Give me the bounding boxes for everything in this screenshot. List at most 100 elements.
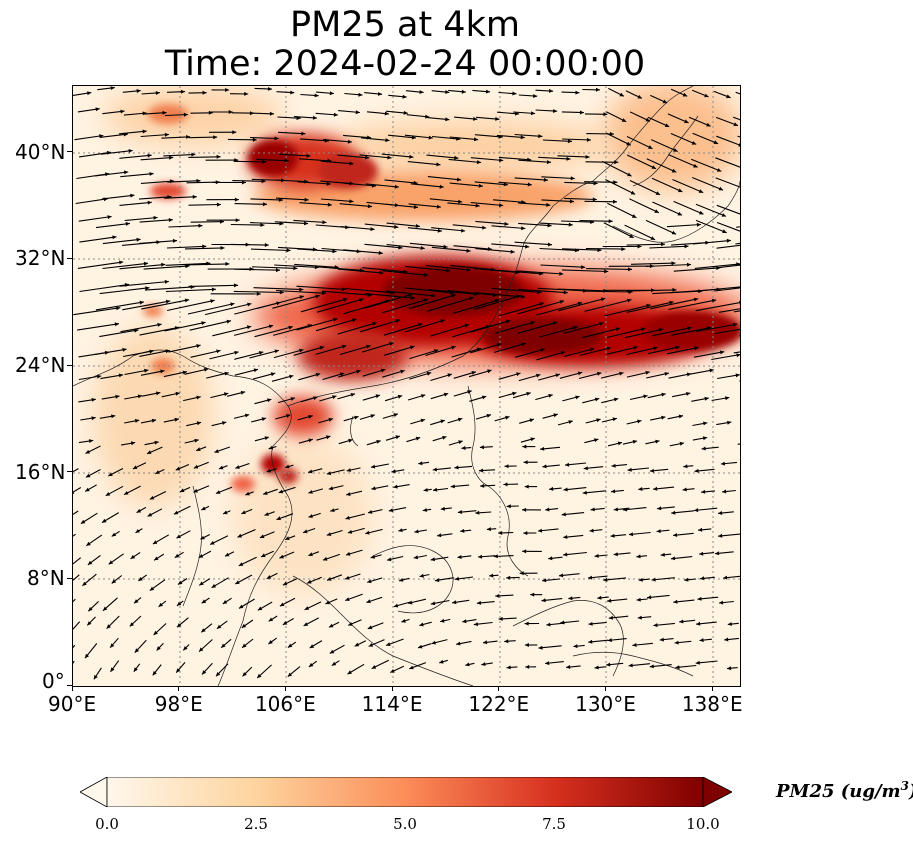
wind-arrow-head xyxy=(419,90,424,94)
wind-arrow-head xyxy=(464,323,469,328)
wind-arrow-head xyxy=(97,374,102,379)
wind-arrow-shaft xyxy=(343,134,372,139)
wind-arrow-head xyxy=(138,577,143,581)
wind-arrow-shaft xyxy=(491,287,542,293)
wind-arrow-shaft xyxy=(491,225,526,230)
wind-arrow-head xyxy=(700,576,705,581)
wind-arrow-shaft xyxy=(670,132,697,145)
wind-arrow-shaft xyxy=(666,223,701,228)
wind-arrow-head xyxy=(445,90,450,94)
wind-arrow-head xyxy=(682,92,688,97)
wind-arrow-shaft xyxy=(230,223,265,226)
wind-arrow-head xyxy=(506,504,511,509)
wind-arrow-shaft xyxy=(671,326,712,336)
wind-arrow-head xyxy=(673,599,678,604)
wind-arrow-head xyxy=(264,436,269,441)
wind-arrow-head xyxy=(393,484,398,489)
wind-arrow-head xyxy=(461,446,466,450)
wind-arrow-shaft xyxy=(383,323,423,336)
wind-arrow-head xyxy=(151,418,157,423)
wind-arrow-head xyxy=(332,395,337,400)
wind-arrow-head xyxy=(389,341,394,346)
wind-arrow-shaft xyxy=(190,221,225,223)
wind-arrow-head xyxy=(326,181,331,186)
wind-arrow-shaft xyxy=(385,203,419,208)
wind-arrow-head xyxy=(504,464,509,469)
wind-arrow-head xyxy=(516,372,521,377)
wind-arrow-head xyxy=(739,300,740,305)
wind-arrow-shaft xyxy=(448,158,482,164)
wind-arrow-head xyxy=(589,528,594,533)
wind-arrow-head xyxy=(481,395,487,400)
wind-arrow-head xyxy=(687,326,692,331)
wind-arrow-head xyxy=(530,321,535,325)
wind-arrow-shaft xyxy=(339,345,371,356)
wind-arrow-head xyxy=(308,438,313,443)
wind-arrow-head xyxy=(349,199,354,204)
wind-arrow-shaft xyxy=(119,154,152,159)
wind-arrow-head xyxy=(541,598,546,603)
wind-arrow-head xyxy=(443,244,448,249)
wind-arrow-head xyxy=(216,672,221,677)
wind-arrow-head xyxy=(366,599,371,604)
wind-arrow-shaft xyxy=(542,139,573,142)
wind-arrow-head xyxy=(282,621,288,625)
wind-arrow-head xyxy=(136,508,142,513)
wind-arrow-head xyxy=(563,290,568,295)
wind-arrow-shaft xyxy=(386,244,425,249)
wind-arrow-head xyxy=(370,227,375,232)
wind-arrow-head xyxy=(86,541,91,546)
wind-arrow-head xyxy=(153,630,158,635)
wind-arrow-head xyxy=(168,218,173,222)
wind-arrow-shaft xyxy=(278,153,311,157)
wind-arrow-head xyxy=(116,306,121,311)
wind-arrow-head xyxy=(522,444,527,449)
wind-arrow-head xyxy=(594,438,599,443)
wind-arrow-head xyxy=(410,345,415,350)
wind-arrow-head xyxy=(309,644,315,648)
wind-arrow-head xyxy=(303,622,309,626)
wind-arrow-head xyxy=(215,490,221,494)
wind-arrow-head xyxy=(299,348,304,353)
wind-arrow-head xyxy=(234,283,239,288)
wind-arrow-head xyxy=(703,421,708,426)
wind-arrow-head xyxy=(119,260,124,265)
wind-arrow-head xyxy=(495,116,500,121)
wind-arrow-head xyxy=(268,445,274,450)
wind-arrow-head xyxy=(577,371,583,376)
wind-arrow-shaft xyxy=(585,161,619,163)
wind-arrow-shaft xyxy=(75,198,108,205)
wind-arrow-shaft xyxy=(143,265,190,270)
wind-arrow-head xyxy=(345,597,350,601)
wind-arrow-head xyxy=(709,368,714,373)
wind-arrow-head xyxy=(603,112,608,117)
wind-arrow-shaft xyxy=(541,176,575,180)
wind-arrow-head xyxy=(183,646,188,651)
wind-arrow-shaft xyxy=(582,290,633,293)
wind-arrow-head xyxy=(339,372,345,377)
wind-arrow-shaft xyxy=(564,197,597,201)
wind-arrow-head xyxy=(553,413,558,418)
wind-arrow-shaft xyxy=(604,304,651,317)
wind-arrow-head xyxy=(326,532,332,536)
wind-arrow-shaft xyxy=(409,242,448,248)
wind-arrow-head xyxy=(95,107,100,112)
wind-arrow-head xyxy=(637,244,642,249)
wind-arrow-head xyxy=(194,438,199,443)
wind-arrow-head xyxy=(341,344,347,349)
wind-arrow-head xyxy=(657,506,662,511)
coastlines xyxy=(73,86,740,686)
colorbar-tick-label: 7.5 xyxy=(542,815,566,833)
wind-arrow-head xyxy=(594,553,599,558)
wind-arrow-head xyxy=(588,575,593,580)
wind-arrow-head xyxy=(330,508,335,512)
wind-arrow-head xyxy=(154,440,159,445)
wind-arrow-head xyxy=(474,137,479,142)
wind-arrow-shaft xyxy=(692,239,731,245)
wind-arrow-shaft xyxy=(404,134,433,139)
wind-arrow-head xyxy=(160,369,165,374)
wind-arrow-head xyxy=(264,512,269,516)
wind-arrow-head xyxy=(525,244,530,249)
wind-arrow-head xyxy=(715,551,720,556)
wind-arrow-head xyxy=(559,573,564,578)
